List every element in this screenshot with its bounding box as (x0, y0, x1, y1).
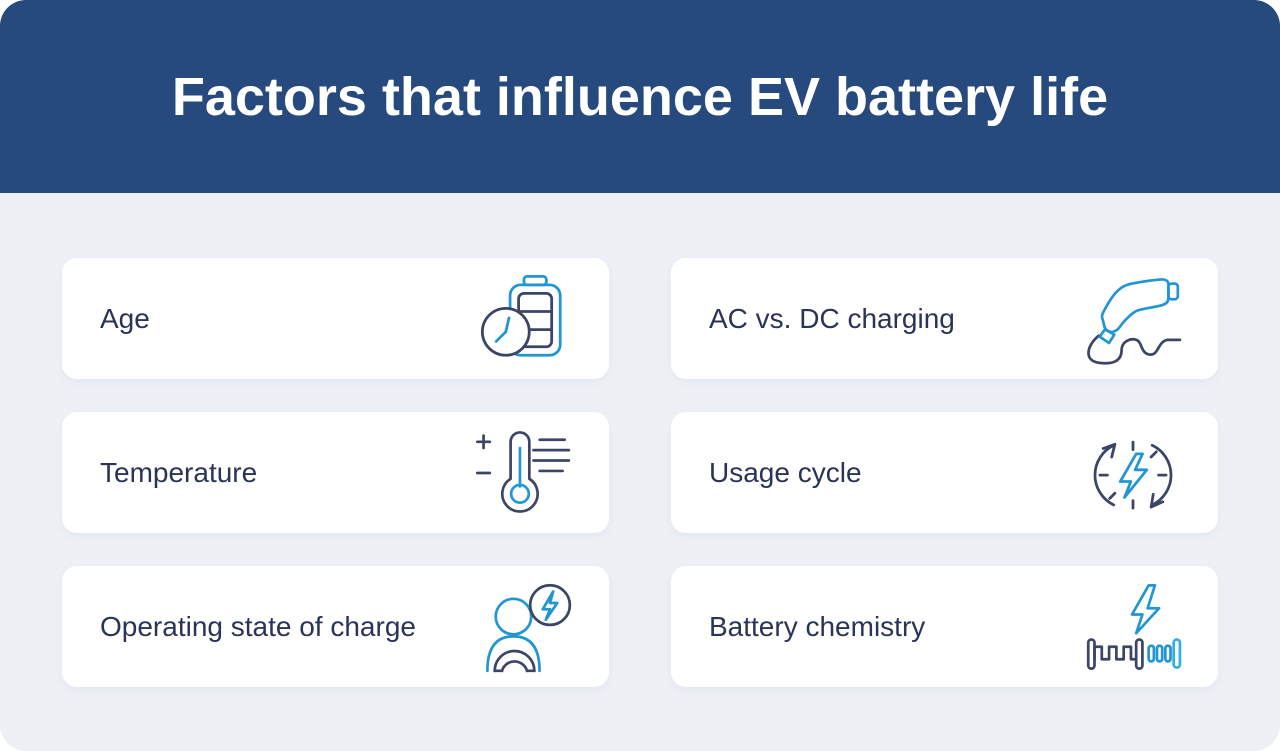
ev-charging-plug-icon (1082, 271, 1182, 367)
factor-grid: Age AC vs. DC charging (62, 258, 1218, 687)
card-label: Temperature (100, 456, 258, 488)
molecule-lightning-icon (1082, 579, 1182, 675)
card-label: AC vs. DC charging (709, 302, 955, 334)
card-label: Usage cycle (709, 456, 862, 488)
card-usage-cycle: Usage cycle (671, 412, 1218, 533)
card-label: Operating state of charge (100, 610, 416, 642)
header-banner: Factors that influence EV battery life (0, 0, 1280, 193)
card-ac-dc-charging: AC vs. DC charging (671, 258, 1218, 379)
card-label: Age (100, 302, 150, 334)
driver-lightning-icon (479, 579, 573, 675)
card-age: Age (62, 258, 609, 379)
card-temperature: Temperature (62, 412, 609, 533)
thermometer-icon (469, 425, 573, 521)
page-title: Factors that influence EV battery life (171, 66, 1109, 127)
card-battery-chemistry: Battery chemistry (671, 566, 1218, 687)
battery-clock-icon (477, 271, 573, 367)
card-label: Battery chemistry (709, 610, 926, 642)
cycle-lightning-icon (1084, 424, 1182, 522)
card-operating-state-of-charge: Operating state of charge (62, 566, 609, 687)
